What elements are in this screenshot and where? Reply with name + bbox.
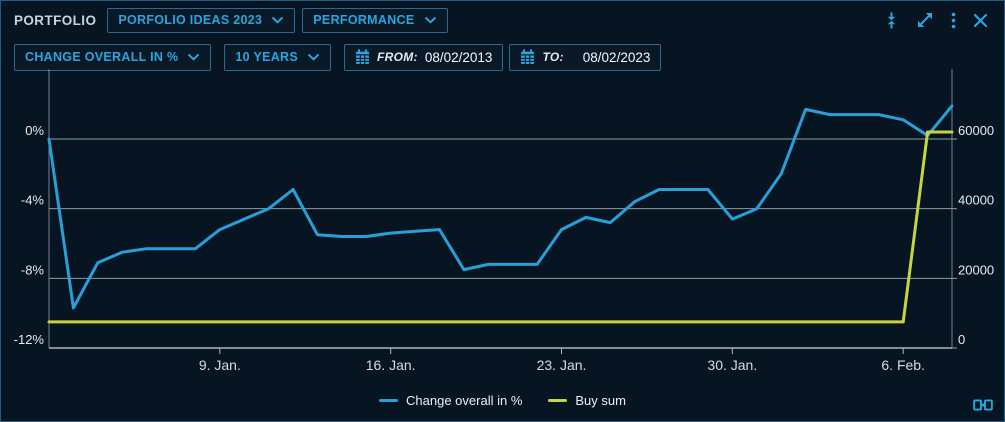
collapse-vertical-icon[interactable]: [884, 12, 899, 29]
view-dropdown[interactable]: PERFORMANCE: [302, 7, 448, 33]
series-line-buy-sum: [47, 130, 954, 324]
period-dropdown-label: 10 YEARS: [235, 50, 299, 64]
close-icon[interactable]: [973, 13, 988, 28]
legend-item-change-overall-in-[interactable]: Change overall in %: [379, 393, 522, 408]
filterbar: CHANGE OVERALL IN % 10 YEARS FROM: 08/02…: [14, 43, 991, 71]
window-controls: [884, 11, 991, 29]
metric-dropdown-label: CHANGE OVERALL IN %: [25, 50, 179, 64]
date-from-value: 08/02/2013: [424, 49, 493, 65]
y-axis-label-right: 0: [958, 332, 965, 347]
date-to-value: 08/02/2023: [582, 49, 651, 65]
x-axis-label: 16. Jan.: [366, 357, 416, 373]
date-to-label: TO:: [542, 50, 564, 64]
more-options-icon[interactable]: [951, 12, 956, 29]
y-axis-label-left: -12%: [14, 332, 45, 347]
chevron-down-icon: [272, 16, 284, 24]
x-axis-label: 6. Feb.: [881, 357, 925, 373]
x-axis-label: 9. Jan.: [199, 357, 241, 373]
period-dropdown[interactable]: 10 YEARS: [224, 43, 332, 71]
y-axis-label-right: 60000: [958, 123, 994, 138]
date-to-field[interactable]: TO: 08/02/2023: [509, 43, 662, 71]
link-squares-logo-icon: [973, 398, 993, 412]
legend-label: Change overall in %: [406, 393, 523, 408]
legend-label: Buy sum: [575, 393, 626, 408]
x-axis-label: 23. Jan.: [537, 357, 587, 373]
y-axis-label-left: 0%: [25, 123, 44, 138]
chevron-down-icon: [424, 16, 436, 24]
x-axis-label: 30. Jan.: [707, 357, 757, 373]
date-from-label: FROM:: [377, 50, 418, 64]
expand-icon[interactable]: [916, 11, 934, 29]
calendar-icon: [356, 49, 370, 64]
chevron-down-icon: [307, 53, 320, 61]
legend-swatch: [379, 399, 399, 402]
calendar-icon: [521, 49, 535, 64]
chart-legend: Change overall in % Buy sum: [1, 393, 1004, 408]
y-axis-label-right: 20000: [958, 262, 994, 277]
series-line-change-overall-in-: [47, 104, 954, 310]
metric-dropdown[interactable]: CHANGE OVERALL IN %: [14, 43, 212, 71]
legend-item-buy-sum[interactable]: Buy sum: [548, 393, 626, 408]
y-axis-label-left: -8%: [21, 262, 45, 277]
chevron-down-icon: [188, 53, 200, 61]
y-axis-label-right: 40000: [958, 193, 994, 208]
titlebar: PORTFOLIO PORFOLIO IDEAS 2023 PERFORMANC…: [1, 1, 1004, 39]
portfolio-dropdown[interactable]: PORFOLIO IDEAS 2023: [107, 7, 296, 33]
portfolio-dropdown-label: PORFOLIO IDEAS 2023: [118, 13, 263, 27]
legend-swatch: [548, 399, 568, 402]
view-dropdown-label: PERFORMANCE: [313, 13, 415, 27]
y-axis-label-left: -4%: [21, 193, 45, 208]
date-from-field[interactable]: FROM: 08/02/2013: [344, 43, 504, 71]
widget-title: PORTFOLIO: [14, 12, 97, 28]
